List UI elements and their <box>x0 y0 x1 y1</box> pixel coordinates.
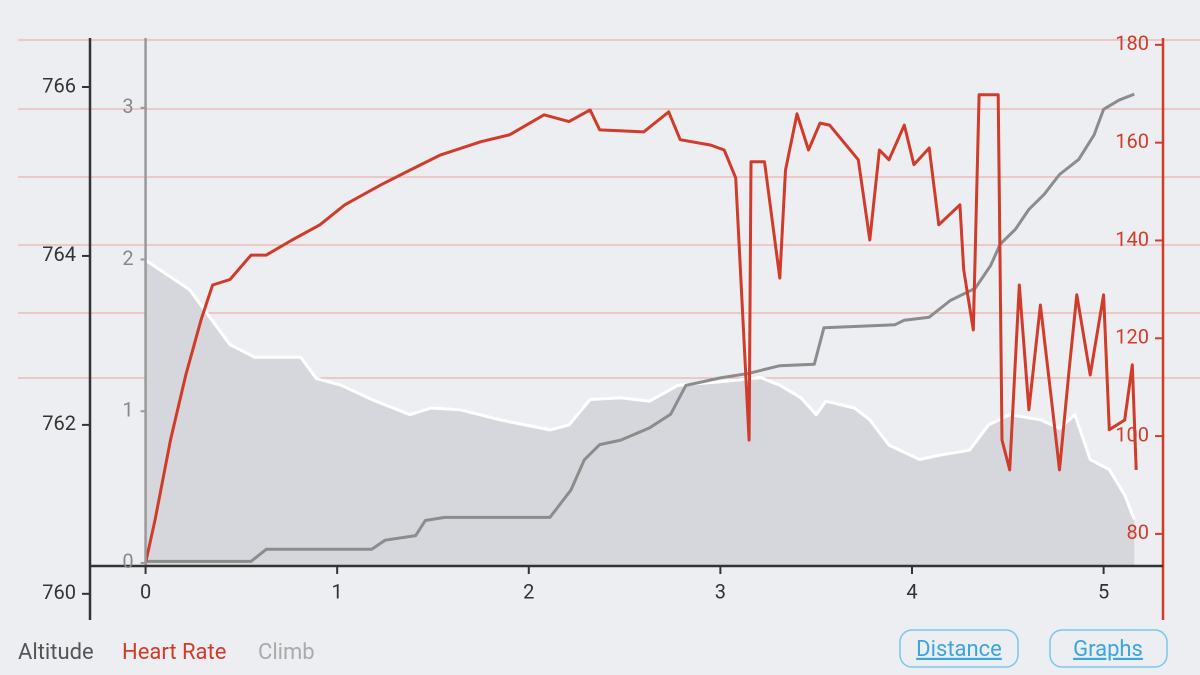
legend-entry: Climb <box>258 640 315 665</box>
area <box>145 260 1135 566</box>
legend-entry: Altitude <box>18 640 94 665</box>
y2-tick-label: 160 <box>1115 129 1149 153</box>
y3-tick-label: 1 <box>122 398 133 422</box>
button-frame[interactable] <box>1049 629 1168 668</box>
y-tick-label: 760 <box>42 580 76 604</box>
x-tick-label: 5 <box>1098 579 1109 603</box>
plot <box>144 92 1138 566</box>
y3-tick-label: 0 <box>122 549 133 573</box>
legend: Altitude Heart Rate Climb <box>18 640 315 665</box>
x-tick-label: 4 <box>906 579 917 603</box>
y3-tick-label: 3 <box>122 94 133 118</box>
x-tick-label: 3 <box>715 579 726 603</box>
y2-tick-label: 100 <box>1115 422 1149 446</box>
line <box>144 258 1136 521</box>
button-distance[interactable]: Distance <box>899 629 1019 668</box>
y-tick-label: 764 <box>42 242 76 266</box>
y-tick-label: 762 <box>42 411 76 435</box>
button-frame[interactable] <box>899 629 1019 668</box>
y3-tick-label: 2 <box>122 246 133 270</box>
y2-tick-label: 140 <box>1115 227 1149 251</box>
y2-tick-label: 180 <box>1115 31 1149 55</box>
button-label[interactable]: Distance <box>916 637 1002 662</box>
axes: 0 1 2 3 4 5 760 762 764 766 0 1 2 3 80 100 120 140 160 180 <box>42 31 1165 620</box>
y-tick-label: 766 <box>42 73 76 97</box>
x-tick-label: 2 <box>523 579 534 603</box>
y2-tick-label: 80 <box>1127 520 1149 544</box>
legend-entry: Heart Rate <box>122 640 226 665</box>
x-tick-label: 0 <box>140 579 151 603</box>
x-tick-label: 1 <box>332 579 343 603</box>
y2-tick-label: 120 <box>1115 325 1149 349</box>
button-graphs[interactable]: Graphs <box>1049 629 1168 668</box>
button-label[interactable]: Graphs <box>1073 637 1143 662</box>
line <box>144 93 1138 564</box>
line <box>145 92 1135 563</box>
